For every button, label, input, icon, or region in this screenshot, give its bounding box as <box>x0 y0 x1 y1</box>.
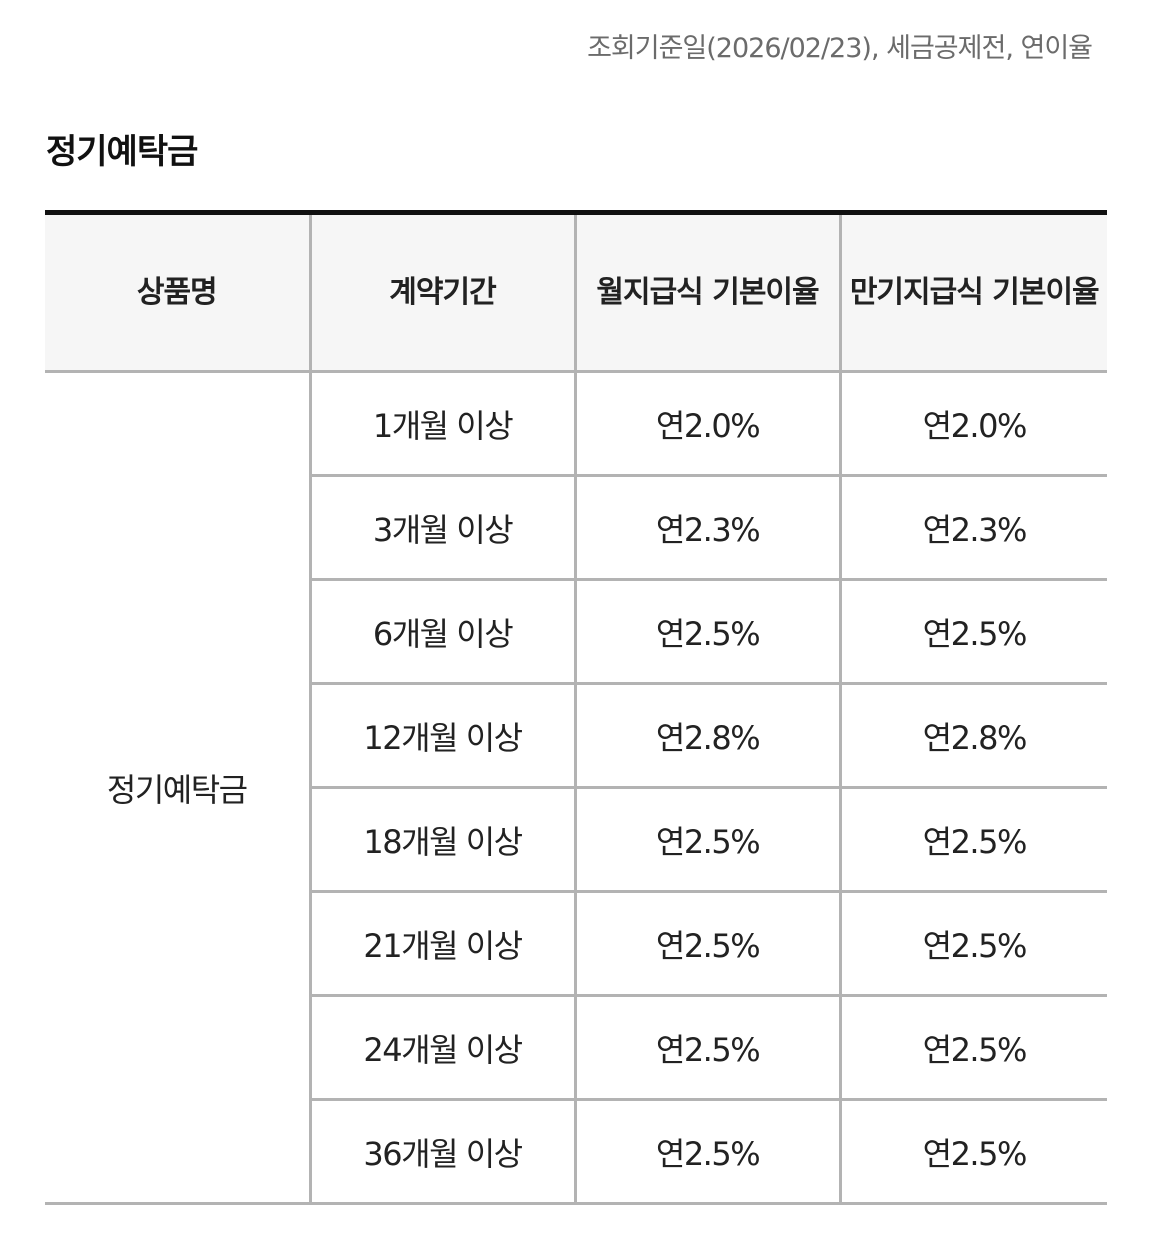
table-row: 정기예탁금 1개월 이상 연2.0% 연2.0% <box>45 371 1107 1205</box>
maturity-rate-cell: 연2.5% <box>838 995 1107 1101</box>
term-cell: 18개월 이상 <box>308 787 575 893</box>
section-title: 정기예탁금 <box>46 132 198 172</box>
maturity-rate-cell: 연2.5% <box>838 579 1107 685</box>
term-cell: 24개월 이상 <box>308 995 575 1101</box>
monthly-rate-cell: 연2.3% <box>573 475 840 581</box>
table-row: 18개월 이상 연2.5% 연2.5% <box>45 787 1107 893</box>
maturity-rate-cell: 연2.5% <box>838 891 1107 997</box>
maturity-rate-cell: 연2.0% <box>838 371 1107 477</box>
header-contract-term: 계약기간 <box>308 212 575 373</box>
table-header-row: 상품명 계약기간 월지급식 기본이율 만기지급식 기본이율 <box>45 212 1107 373</box>
header-product-name: 상품명 <box>45 212 310 373</box>
monthly-rate-cell: 연2.5% <box>573 891 840 997</box>
monthly-rate-cell: 연2.8% <box>573 683 840 789</box>
term-cell: 12개월 이상 <box>308 683 575 789</box>
term-cell: 3개월 이상 <box>308 475 575 581</box>
monthly-rate-cell: 연2.5% <box>573 1099 840 1204</box>
header-monthly-rate: 월지급식 기본이율 <box>573 212 840 373</box>
term-cell: 21개월 이상 <box>308 891 575 997</box>
term-cell: 1개월 이상 <box>308 371 575 477</box>
monthly-rate-cell: 연2.5% <box>573 787 840 893</box>
rate-notice: 조회기준일(2026/02/23), 세금공제전, 연이율 <box>587 33 1093 64</box>
term-cell: 6개월 이상 <box>308 579 575 685</box>
maturity-rate-cell: 연2.5% <box>838 1099 1107 1204</box>
monthly-rate-cell: 연2.5% <box>573 995 840 1101</box>
monthly-rate-cell: 연2.0% <box>573 371 840 477</box>
table-row: 6개월 이상 연2.5% 연2.5% <box>45 579 1107 685</box>
maturity-rate-cell: 연2.8% <box>838 683 1107 789</box>
header-maturity-rate: 만기지급식 기본이율 <box>838 212 1107 373</box>
maturity-rate-cell: 연2.5% <box>838 787 1107 893</box>
table-row: 24개월 이상 연2.5% 연2.5% <box>45 995 1107 1101</box>
term-cell: 36개월 이상 <box>308 1099 575 1204</box>
table-row: 21개월 이상 연2.5% 연2.5% <box>45 891 1107 997</box>
table-row: 3개월 이상 연2.3% 연2.3% <box>45 475 1107 581</box>
interest-rate-table: 상품명 계약기간 월지급식 기본이율 만기지급식 기본이율 정기예탁금 1개월 … <box>45 210 1107 1205</box>
maturity-rate-cell: 연2.3% <box>838 475 1107 581</box>
table-row: 12개월 이상 연2.8% 연2.8% <box>45 683 1107 789</box>
product-name-cell: 정기예탁금 <box>45 371 310 1205</box>
monthly-rate-cell: 연2.5% <box>573 579 840 685</box>
table-row: 36개월 이상 연2.5% 연2.5% <box>45 1099 1107 1204</box>
